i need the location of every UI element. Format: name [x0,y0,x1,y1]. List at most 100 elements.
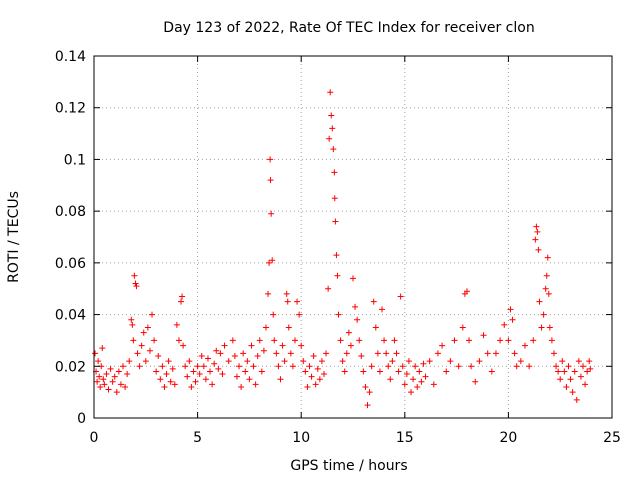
data-point [163,371,170,378]
data-point [339,358,346,365]
y-tick-label: 0 [77,411,86,427]
data-point [103,371,110,378]
data-point [399,363,406,370]
data-point [252,381,259,388]
data-point [99,345,106,352]
data-point [242,368,249,375]
data-point [587,365,594,372]
data-point [579,363,586,370]
data-point [258,368,265,375]
data-point [330,146,337,153]
chart-title: Day 123 of 2022, Rate Of TEC Index for r… [163,20,534,36]
data-point [186,358,193,365]
data-point [120,363,127,370]
data-point [190,368,197,375]
x-tick-label: 25 [603,430,621,446]
data-point [360,368,367,375]
data-point [328,112,335,119]
data-point [540,311,547,318]
data-point [329,125,336,132]
data-point [209,381,216,388]
data-point [117,381,124,388]
data-point [296,311,303,318]
data-point [111,373,118,380]
data-point [323,350,330,357]
data-point [277,376,284,383]
data-point [418,378,425,385]
data-point [434,350,441,357]
data-point [476,358,483,365]
x-tick-label: 15 [396,430,414,446]
data-point [405,358,412,365]
y-tick-label: 0.14 [55,49,86,65]
x-tick-label: 20 [499,430,517,446]
data-point [509,316,516,323]
data-point [526,363,533,370]
data-point [207,368,214,375]
data-point [173,321,180,328]
data-point [221,342,228,349]
data-point [138,342,145,349]
plot-frame [93,55,613,419]
data-point [575,358,582,365]
data-point [204,355,211,362]
data-point [131,272,138,279]
data-point [283,290,290,297]
data-point [159,363,166,370]
data-point [219,371,226,378]
data-point [171,381,178,388]
data-point [178,298,185,305]
data-point [366,389,373,396]
data-point [582,381,589,388]
data-point [395,368,402,375]
data-point [169,365,176,372]
data-point [577,373,584,380]
data-point [96,373,103,380]
data-point [270,311,277,318]
y-tick-label: 0.04 [55,308,86,324]
data-point [298,342,305,349]
data-point [153,368,160,375]
data-point [133,283,140,290]
data-point [250,363,257,370]
data-point [420,360,427,367]
data-point [573,396,580,403]
data-point [233,373,240,380]
data-point [356,337,363,344]
data-points [92,89,594,409]
data-point [347,342,354,349]
data-point [182,363,189,370]
data-point [289,363,296,370]
data-point [136,363,143,370]
data-point [285,324,292,331]
data-point [300,358,307,365]
data-point [370,298,377,305]
data-point [584,368,591,375]
data-point [521,342,528,349]
data-point [256,337,263,344]
data-point [312,381,319,388]
y-axis-label: ROTI / TECUs [6,191,22,283]
data-point [337,337,344,344]
data-point [333,252,340,259]
data-point [184,373,191,380]
data-point [548,337,555,344]
data-point [124,371,131,378]
data-point [215,365,222,372]
y-tick-label: 0.1 [64,152,86,168]
data-point [533,223,540,230]
data-point [95,358,102,365]
data-point [229,337,236,344]
data-point [561,368,568,375]
data-point [341,368,348,375]
data-point [244,358,251,365]
data-point [146,347,153,354]
data-point [334,272,341,279]
data-point [358,352,365,359]
data-point [391,337,398,344]
data-point [200,363,207,370]
data-point [443,368,450,375]
data-point [567,376,574,383]
data-point [267,177,274,184]
data-point [238,383,245,390]
